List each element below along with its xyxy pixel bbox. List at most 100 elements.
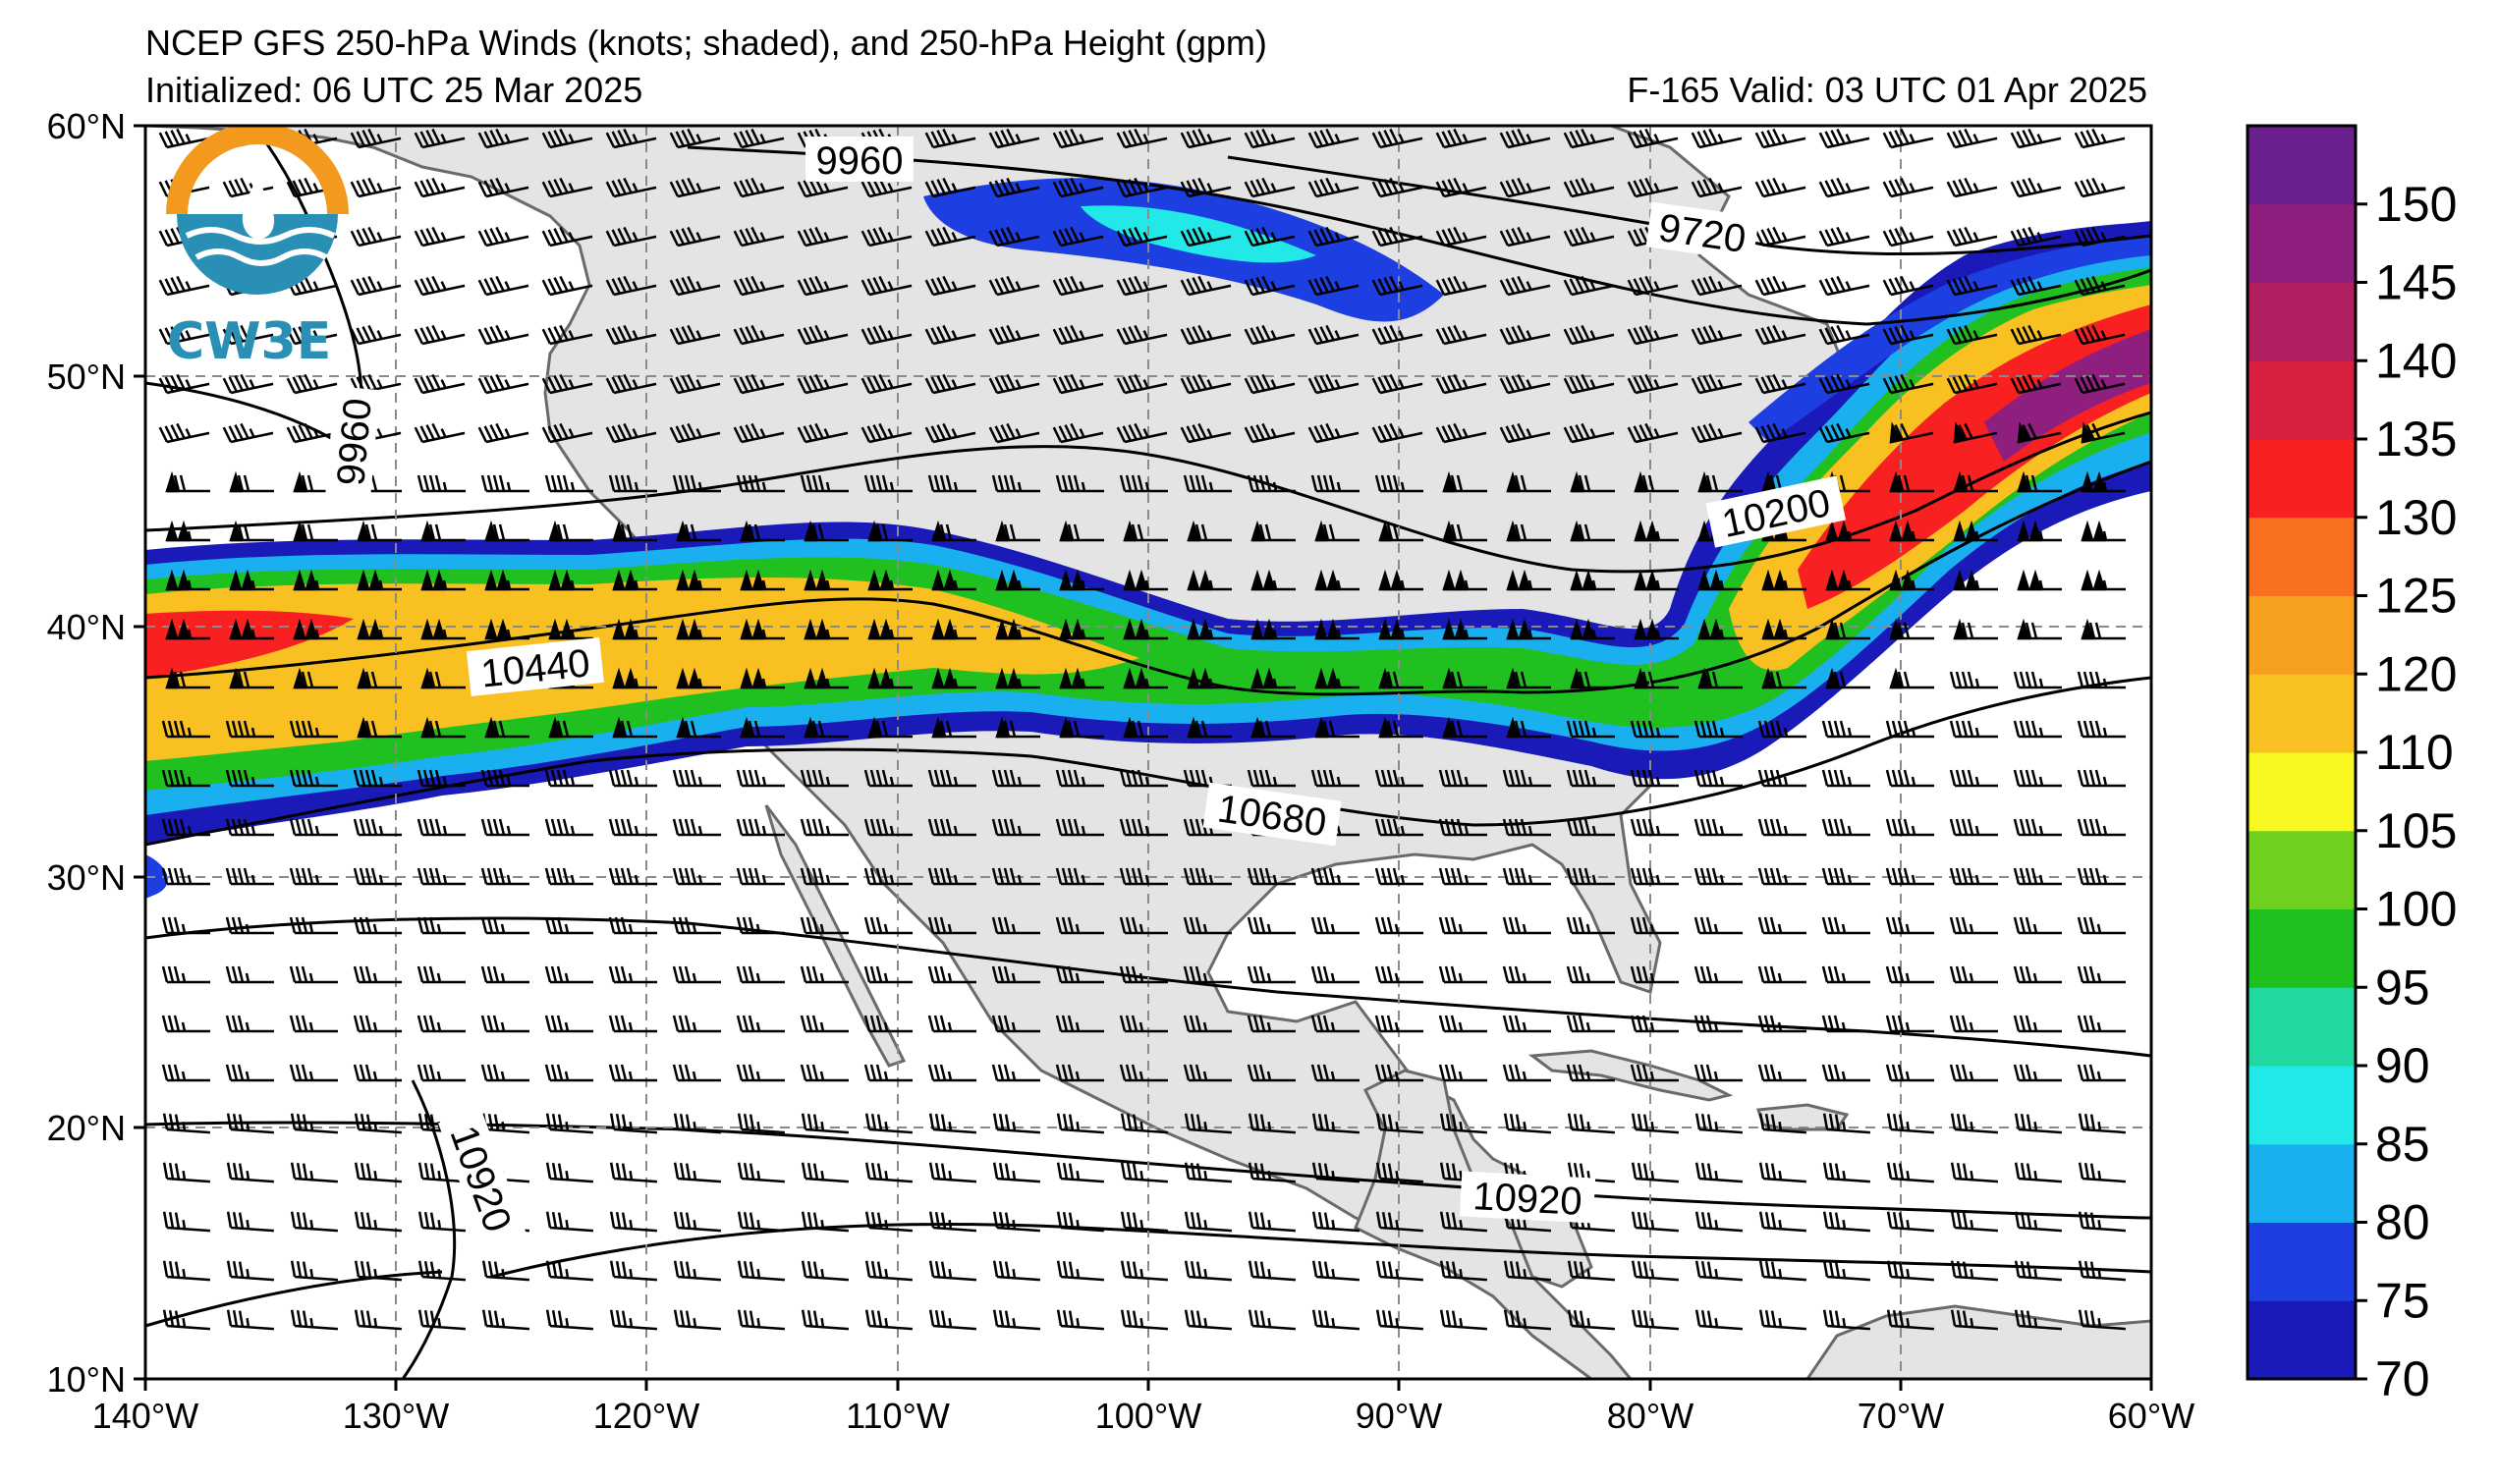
wind-barb	[609, 1309, 657, 1331]
wind-barb	[1506, 520, 1551, 542]
wind-barb	[1502, 1064, 1551, 1082]
wind-barb	[1183, 867, 1232, 886]
wind-barb	[161, 916, 210, 935]
wind-barb	[1506, 618, 1551, 640]
wind-barb	[605, 128, 657, 149]
wind-barb	[1821, 867, 1870, 886]
wind-barb	[480, 818, 529, 837]
wind-barb	[353, 1064, 402, 1082]
wind-barb	[1438, 818, 1487, 837]
wind-barb	[676, 618, 721, 640]
wind-barb	[417, 1260, 466, 1282]
wind-barb	[1566, 1064, 1615, 1082]
wind-barb	[605, 422, 657, 444]
wind-barb	[1248, 1162, 1296, 1183]
wind-barb	[480, 769, 529, 788]
wind-barb	[1885, 867, 1934, 886]
wind-barb	[2074, 226, 2126, 247]
wind-barb	[289, 818, 338, 837]
wind-barb	[1566, 720, 1615, 739]
wind-barb	[864, 1113, 913, 1134]
colorbar-label: 150	[2375, 177, 2457, 232]
wind-barb	[1946, 373, 1998, 395]
wind-barb	[1567, 1309, 1615, 1331]
baja-california	[764, 804, 907, 1068]
wind-barb	[1818, 128, 1870, 149]
wind-barb	[1953, 470, 1998, 493]
wind-barb	[1950, 1162, 1998, 1183]
contour-label-bg	[1705, 475, 1847, 548]
wind-barb	[2074, 128, 2126, 149]
wind-barb	[2017, 618, 2062, 640]
wind-barb	[1946, 128, 1998, 149]
wind-barb	[864, 1162, 913, 1183]
wind-barb	[612, 520, 657, 542]
wind-barb	[1378, 716, 1423, 739]
wind-barb	[225, 1015, 274, 1033]
wind-barb	[612, 716, 657, 739]
valid-time: F-165 Valid: 03 UTC 01 Apr 2025	[1627, 70, 2147, 110]
wind-barb	[354, 1162, 402, 1183]
wind-barb	[1693, 720, 1743, 739]
wind-barb	[800, 474, 849, 493]
y-axis-labels: 60°N 50°N 40°N 30°N 20°N 10°N	[47, 106, 126, 1400]
wind-barb	[1506, 667, 1551, 689]
wind-barb	[1693, 965, 1743, 984]
wind-barb	[1056, 1113, 1104, 1134]
wind-barb	[733, 324, 785, 346]
wind-barb	[1885, 769, 1934, 788]
wind-barb	[544, 1015, 593, 1033]
wind-barb	[988, 226, 1040, 247]
wind-barb	[1885, 1064, 1934, 1082]
wind-barb	[158, 324, 210, 346]
wind-barb	[226, 1113, 274, 1134]
wind-barb	[927, 867, 976, 886]
wind-barb	[800, 1064, 849, 1082]
wind-barb	[867, 667, 913, 689]
wind-barb	[481, 1260, 529, 1282]
wind-barb	[1059, 667, 1104, 689]
wind-barb	[548, 618, 593, 640]
wind-barb	[676, 569, 721, 591]
wind-barb	[867, 618, 913, 640]
wind-barb	[1630, 867, 1679, 886]
wind-barb	[1566, 769, 1615, 788]
wind-barb	[161, 769, 210, 788]
colorbar-label: 70	[2375, 1351, 2430, 1406]
y-tick-30n: 30°N	[47, 857, 126, 898]
wind-barb	[1822, 1162, 1870, 1183]
wind-barb	[1502, 818, 1551, 837]
colorbar-swatch	[2248, 1222, 2356, 1301]
wind-barb	[928, 1260, 976, 1282]
wind-barb	[1757, 916, 1806, 935]
wind-barb	[995, 520, 1040, 542]
wind-barb	[353, 769, 402, 788]
wind-barb	[165, 470, 210, 493]
wind-barb	[2013, 916, 2062, 935]
wind-barb	[484, 618, 529, 640]
wind-barb	[1631, 1113, 1679, 1134]
wind-barb	[801, 1309, 849, 1331]
wind-barb	[357, 667, 402, 689]
wind-barb	[2010, 324, 2062, 346]
wind-barb	[477, 128, 529, 149]
wind-barb	[1886, 1113, 1934, 1134]
wind-barb	[1183, 965, 1232, 984]
wind-barb	[1949, 965, 1998, 984]
wind-barb	[1247, 474, 1296, 493]
wind-barb	[286, 373, 338, 395]
wind-barb	[1120, 1309, 1168, 1331]
wind-barb	[350, 177, 402, 198]
wind-barb	[863, 916, 913, 935]
wind-barb	[1502, 1015, 1551, 1033]
wind-barb	[797, 422, 849, 444]
wind-barb	[1631, 1211, 1679, 1233]
wind-barb	[736, 1064, 785, 1082]
wind-barb	[1758, 1211, 1806, 1233]
wind-barb	[988, 177, 1040, 198]
wind-barb	[1566, 916, 1615, 935]
wind-barb	[1378, 569, 1423, 591]
wind-barb	[1055, 916, 1104, 935]
wind-barb	[1180, 128, 1232, 149]
wind-barb	[612, 618, 657, 640]
